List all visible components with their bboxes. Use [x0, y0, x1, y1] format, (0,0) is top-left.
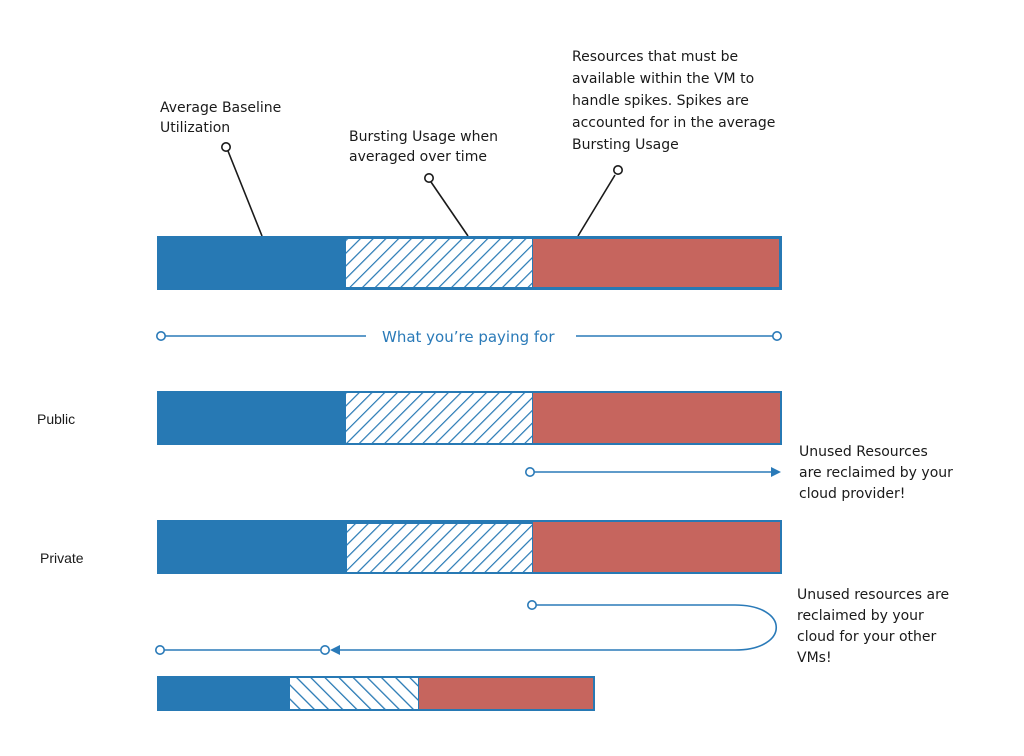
annotation-line: averaged over time [349, 149, 487, 165]
annotation-line: Resources that must be [572, 49, 739, 65]
private-note: Unused resources are reclaimed by your c… [797, 585, 949, 669]
public-reclaim-arrow [524, 466, 781, 477]
bar-reduced [157, 676, 595, 711]
private-reclaim-loop [155, 599, 777, 655]
bar-top [157, 236, 782, 290]
annotation-line: handle spikes. Spikes are [572, 93, 749, 109]
bar-private [157, 520, 782, 574]
public-note: Unused Resources are reclaimed by your c… [799, 442, 953, 505]
annotation-baseline: Average Baseline Utilization [160, 98, 281, 138]
row-label-public: Public [37, 411, 76, 427]
callout-baseline [221, 142, 263, 237]
annotation-line: Bursting Usage [572, 137, 679, 153]
note-line: reclaimed by your [797, 608, 924, 624]
annotation-line: Bursting Usage when [349, 129, 498, 145]
note-line: cloud for your other [797, 629, 937, 645]
note-line: Unused Resources [799, 444, 928, 460]
callout-spikes [577, 165, 623, 237]
annotation-line: available within the VM to [572, 71, 755, 87]
annotation-bursting: Bursting Usage when averaged over time [349, 127, 498, 167]
paying-for-label: What you’re paying for [382, 328, 555, 346]
annotation-line: Average Baseline [160, 100, 282, 116]
note-line: are reclaimed by your [799, 465, 953, 481]
note-line: cloud provider! [799, 486, 906, 502]
annotation-line: accounted for in the average [572, 115, 776, 131]
annotation-spikes: Resources that must be available within … [572, 46, 775, 156]
row-label-private: Private [40, 550, 84, 566]
callout-bursting [423, 173, 469, 237]
paying-for-span [156, 330, 782, 341]
note-line: Unused resources are [797, 587, 950, 603]
bar-public [157, 391, 782, 445]
note-line: VMs! [797, 650, 832, 666]
annotation-line: Utilization [160, 120, 231, 136]
